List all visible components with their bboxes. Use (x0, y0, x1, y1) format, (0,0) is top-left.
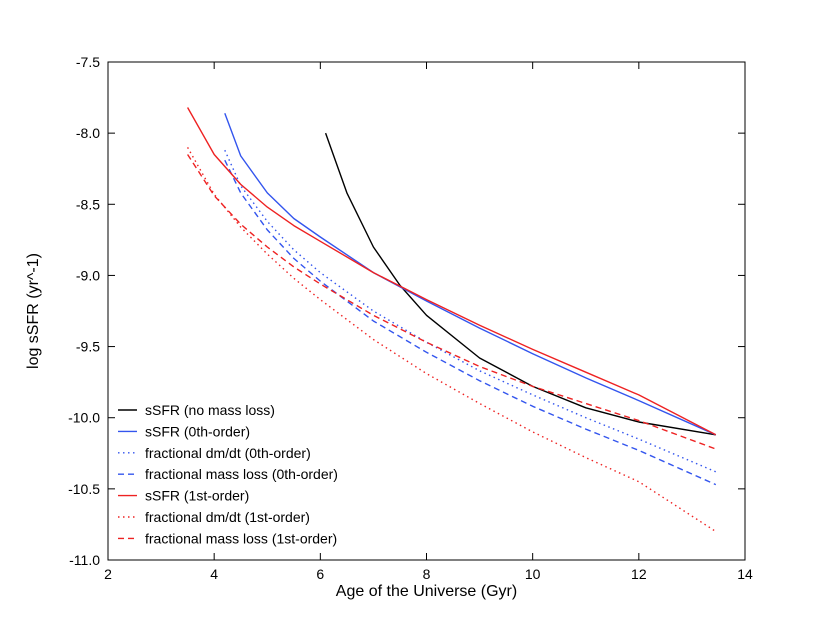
y-tick-label: -7.5 (76, 54, 100, 70)
legend-label-fractional-dm-dt-1st-order: fractional dm/dt (1st-order) (145, 509, 310, 525)
x-tick-label: 2 (104, 566, 112, 582)
legend-label-fractional-mass-loss-0th-order: fractional mass loss (0th-order) (145, 466, 338, 482)
legend-label-fractional-mass-loss-1st-order: fractional mass loss (1st-order) (145, 530, 337, 546)
series-line-ssfr-0th-order (224, 112, 717, 436)
legend-label-ssfr-0th-order: sSFR (0th-order) (145, 423, 250, 439)
y-axis-label: log sSFR (yr^-1) (25, 253, 42, 369)
axis-ticks: 2 4 6 8 10 12 14 -7.5 -8.0 -8.5 -9.0 -9.5 -10.0 -10.5… (68, 54, 753, 582)
legend-label-ssfr-1st-order: sSFR (1st-order) (145, 488, 249, 504)
x-tick-label: 8 (423, 566, 431, 582)
x-tick-label: 12 (631, 566, 647, 582)
y-tick-label: -10.5 (68, 481, 100, 497)
series-line-ssfr-1st-order (186, 107, 717, 436)
x-tick-label: 14 (737, 566, 753, 582)
series-line-fractional-dm-dt-1st-order (186, 147, 717, 533)
x-tick-label: 6 (316, 566, 324, 582)
y-tick-label: -9.0 (76, 267, 100, 283)
y-tick-label: -8.0 (76, 125, 100, 141)
y-tick-label: -9.5 (76, 339, 100, 355)
series-line-ssfr-no-mass-loss (324, 132, 716, 436)
series-line-fractional-mass-loss-0th-order (224, 159, 717, 486)
y-tick-label: -8.5 (76, 196, 100, 212)
legend-label-fractional-dm-dt-0th-order: fractional dm/dt (0th-order) (145, 445, 311, 461)
y-tick-label: -11.0 (69, 552, 100, 568)
plot-lines (186, 107, 717, 533)
legend: sSFR (no mass loss) sSFR (0th-order) fract… (118, 402, 338, 546)
x-tick-label: 4 (210, 566, 218, 582)
x-tick-label: 10 (525, 566, 541, 582)
series-line-fractional-dm-dt-0th-order (224, 149, 717, 473)
y-tick-label: -10.0 (68, 410, 100, 426)
x-axis-label: Age of the Universe (Gyr) (336, 583, 517, 600)
legend-label-ssfr-no-mass-loss: sSFR (no mass loss) (145, 402, 275, 418)
